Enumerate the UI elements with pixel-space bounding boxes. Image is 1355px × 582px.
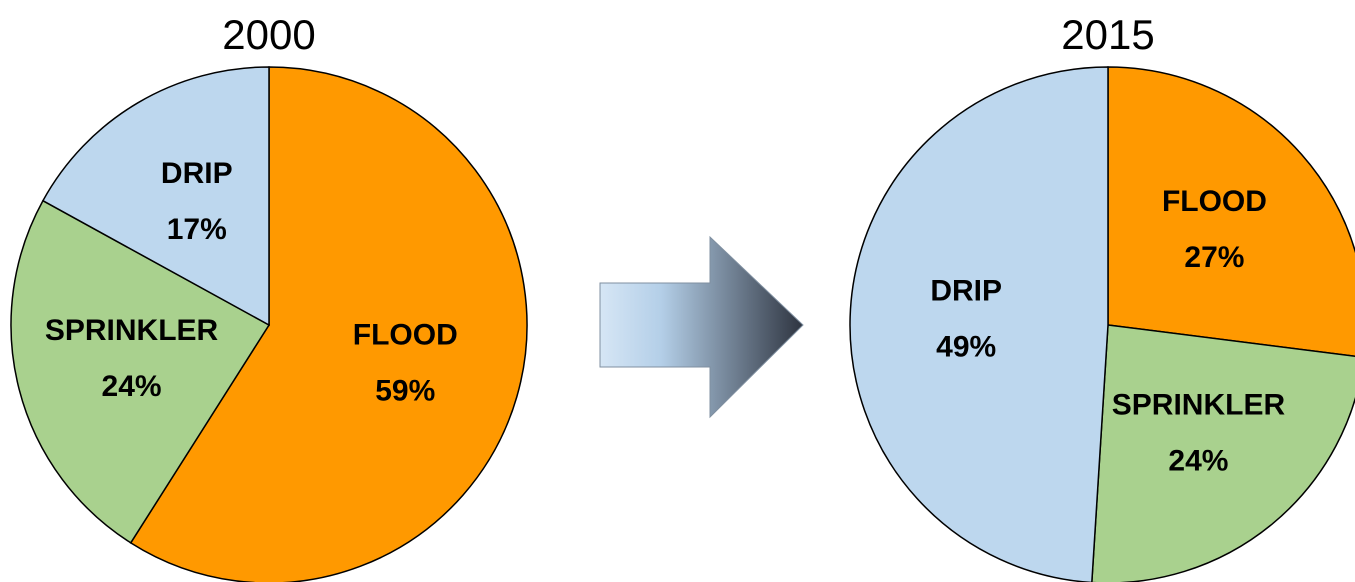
slice-label: SPRINKLER (1112, 388, 1286, 421)
value-label: 49% (936, 330, 996, 363)
pie-slice (129, 66, 528, 582)
value-label: 24% (1168, 444, 1228, 477)
value-label: 17% (167, 213, 227, 246)
value-label: 59% (375, 375, 435, 408)
chart-title: 2000 (222, 11, 315, 58)
chart-title: 2015 (1061, 11, 1154, 58)
pie-slice (10, 199, 271, 544)
arrow (599, 235, 804, 419)
slice-label: DRIP (161, 157, 233, 190)
pie-slice (1091, 324, 1355, 582)
pie-slice (849, 66, 1109, 582)
slice-label: FLOOD (353, 319, 458, 352)
pie-slice (41, 66, 270, 327)
slice-label: FLOOD (1162, 185, 1267, 218)
pie-slice (1107, 66, 1355, 357)
value-label: 24% (102, 370, 162, 403)
slice-label: SPRINKLER (45, 314, 219, 347)
value-label: 27% (1184, 241, 1244, 274)
slice-label: DRIP (930, 274, 1002, 307)
